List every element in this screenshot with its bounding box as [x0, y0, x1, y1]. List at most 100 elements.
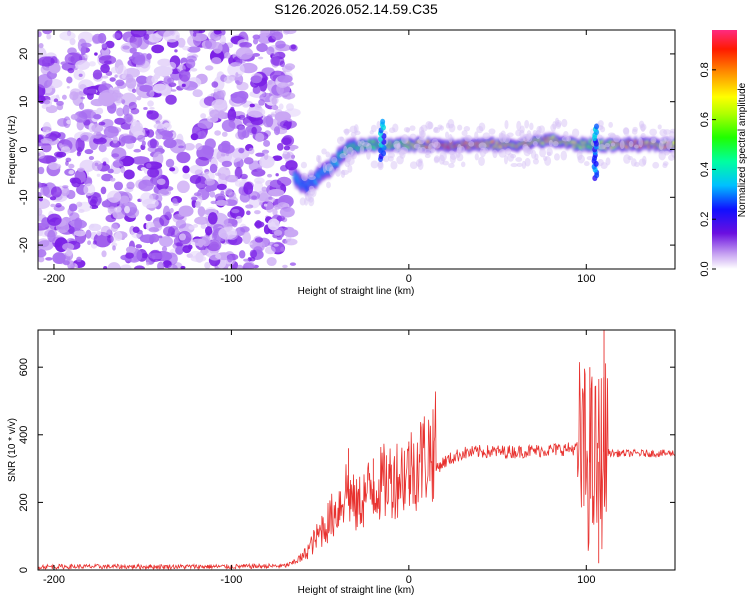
noise-blob: [101, 250, 107, 258]
ridge-scatter: [539, 148, 547, 158]
ridge-scatter: [546, 151, 551, 156]
noise-blob: [147, 139, 159, 149]
noise-blob: [279, 119, 297, 129]
noise-blob: [217, 142, 231, 153]
ridge-scatter: [361, 142, 370, 147]
noise-blob: [174, 49, 178, 53]
noise-blob: [123, 169, 135, 180]
noise-blob: [271, 96, 277, 106]
noise-blob: [93, 113, 102, 120]
noise-blob: [68, 163, 75, 169]
noise-blob: [223, 76, 235, 83]
noise-blob: [261, 186, 268, 192]
noise-blob: [272, 208, 278, 216]
noise-blob: [201, 235, 211, 247]
noise-blob: [235, 59, 246, 64]
noise-blob: [248, 191, 261, 201]
noise-blob: [260, 30, 270, 37]
ridge-scatter: [510, 163, 518, 168]
noise-blob: [252, 34, 261, 40]
ridge-scatter: [325, 151, 330, 158]
noise-blob: [114, 117, 126, 125]
noise-blob: [250, 75, 262, 84]
noise-blob: [238, 250, 246, 259]
noise-blob: [60, 61, 68, 66]
x-tick-label: -200: [43, 574, 65, 586]
y-tick-label: 0: [18, 146, 30, 152]
noise-blob: [47, 229, 56, 243]
ridge-scatter: [401, 134, 409, 144]
noise-blob: [221, 153, 226, 157]
colorbar-tick-label: 0.8: [699, 62, 711, 77]
noise-blob: [273, 229, 283, 236]
noise-blob: [267, 173, 273, 178]
noise-blob: [254, 220, 262, 229]
noise-blob: [38, 151, 46, 159]
ridge-scatter: [461, 130, 468, 137]
noise-blob: [100, 186, 107, 195]
noise-blob: [275, 173, 279, 177]
noise-blob: [252, 52, 261, 57]
noise-blob: [100, 225, 111, 237]
spectrogram-xlabel: Height of straight line (km): [298, 286, 415, 297]
noise-blob: [87, 240, 92, 245]
noise-blob: [38, 56, 55, 67]
ridge-scatter: [543, 155, 548, 161]
noise-blob: [254, 180, 264, 195]
noise-blob: [252, 85, 261, 95]
noise-blob: [139, 234, 156, 244]
noise-blob: [205, 65, 214, 71]
noise-blob: [172, 213, 187, 224]
noise-blob: [40, 142, 52, 153]
ridge-scatter: [627, 156, 633, 161]
noise-blob: [270, 241, 285, 253]
noise-blob: [170, 89, 177, 92]
ridge-scatter: [405, 127, 411, 133]
noise-blob: [263, 152, 269, 160]
noise-blob: [251, 126, 257, 135]
noise-blob: [249, 103, 255, 108]
noise-blob: [133, 148, 142, 153]
noise-blob: [159, 214, 170, 227]
noise-blob: [146, 110, 159, 120]
ridge-scatter: [478, 156, 485, 167]
noise-blob: [249, 249, 258, 259]
ridge-core: [672, 140, 675, 145]
noise-blob: [172, 197, 178, 204]
ridge-scatter: [438, 154, 445, 165]
y-tick-label: -10: [18, 189, 30, 205]
noise-blob: [279, 206, 295, 218]
noise-blob: [59, 31, 76, 41]
figure-title: S126.2026.052.14.59.C35: [274, 1, 438, 17]
noise-blob: [230, 91, 247, 104]
noise-blob: [77, 167, 85, 172]
noise-blob: [276, 236, 283, 241]
noise-blob: [175, 246, 184, 255]
noise-blob: [165, 94, 177, 105]
noise-blob: [140, 167, 147, 171]
noise-blob: [147, 100, 154, 107]
ridge-scatter: [577, 154, 585, 164]
noise-blob: [236, 161, 241, 167]
noise-blob: [65, 160, 69, 166]
ridge-scatter: [652, 161, 660, 169]
noise-blob: [236, 264, 244, 269]
noise-blob: [148, 227, 160, 233]
ridge-scatter: [388, 155, 394, 162]
noise-blob: [190, 133, 199, 141]
ridge-scatter: [505, 148, 512, 156]
noise-blob: [276, 215, 285, 222]
noise-blob: [146, 129, 155, 138]
noise-blob: [130, 30, 147, 38]
ridge-scatter: [515, 157, 523, 162]
noise-blob: [243, 258, 250, 262]
noise-blob: [137, 134, 146, 142]
noise-blob: [246, 210, 251, 216]
ridge-scatter: [326, 181, 331, 189]
noise-blob: [189, 250, 203, 259]
noise-blob: [50, 203, 56, 208]
ridge-scatter: [522, 133, 530, 143]
noise-blob: [56, 151, 67, 158]
noise-blob: [283, 150, 288, 155]
